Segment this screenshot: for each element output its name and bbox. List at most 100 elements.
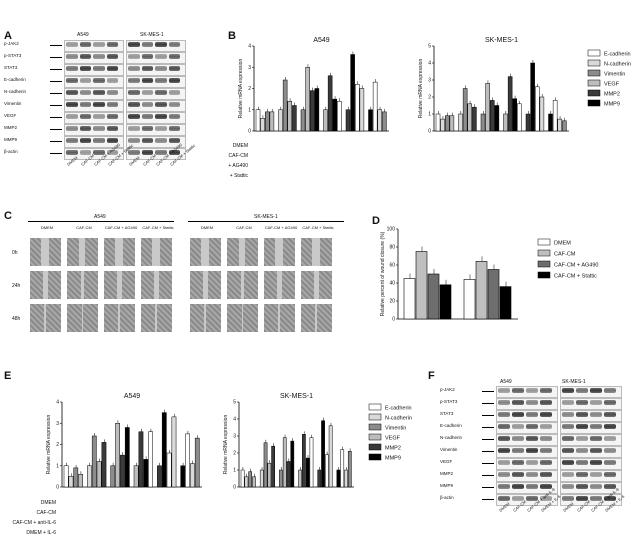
panel-d-legend-swatch-3 (537, 271, 551, 279)
blot-band-7-0-1 (512, 472, 524, 477)
blot-arrow-9 (482, 499, 494, 500)
panel-d-bar-3-1 (499, 286, 512, 320)
blot-band-4-0-1 (512, 436, 524, 441)
panel-c-wound-gap-1-0-0 (42, 271, 48, 299)
panel-b-skmes1-bar-2-0 (480, 113, 486, 132)
blot-band-2-1-1 (141, 66, 153, 71)
panel-e-legend-swatch-1 (368, 413, 382, 421)
panel-b-a549-bar-2-2 (310, 90, 315, 132)
panel-b-a549-bar-3-0 (323, 109, 328, 132)
panel-d-ytick-label-80: 80 (389, 245, 395, 251)
blot-band-9-1-3 (604, 496, 616, 501)
blot-band-8-1-2 (155, 138, 167, 143)
panel-b-a549-bar-3-1 (327, 75, 333, 132)
panel-c-micrograph-2-0-3 (141, 304, 172, 332)
blot-band-4-1-1 (576, 436, 588, 441)
panel-d-ylabel: Relative percent of wound closure (%) (380, 231, 386, 316)
panel-e-legend-label-2: Vimentin (385, 426, 406, 432)
blot-band-7-1-0 (128, 126, 140, 131)
panel-b-a549-bar-3-3 (337, 101, 342, 132)
panel-d-ytick-label-60: 60 (389, 263, 395, 269)
panel-d-legend-label-2: CAF-CM + AG490 (554, 263, 598, 269)
panel-b-legend-swatch-3 (587, 79, 601, 87)
blot-label-2: STAT3 (440, 411, 454, 416)
blot-band-7-0-1 (79, 126, 91, 131)
blot-band-9-0-2 (526, 496, 538, 501)
blot-band-6-1-3 (604, 460, 616, 465)
panel-b-a549-bar-5-0 (368, 109, 373, 132)
blot-label-5: Vimentin (4, 101, 22, 106)
panel-e-a549-ytick-label-2: 2 (56, 442, 59, 448)
panel-e-a549-bar-5-2 (190, 463, 195, 488)
blot-band-5-1-0 (128, 102, 140, 107)
panel-b-legend-label-1: N-cadherin (604, 62, 631, 68)
panel-e-skmes1-ylabel: Relative mRNA expression (223, 415, 229, 475)
blot-band-1-1-0 (562, 400, 574, 405)
blot-band-6-1-3 (168, 114, 180, 119)
panel-b-skmes1-ytick-label-0: 0 (428, 129, 431, 135)
blot-arrow-1 (482, 403, 494, 404)
blot-band-2-1-0 (128, 66, 140, 71)
blot-band-3-1-0 (562, 424, 574, 429)
panel-e-skmes1-bar-2-1 (282, 437, 287, 488)
blot-band-9-1-0 (128, 150, 140, 155)
panel-e-skmes1-bar-3-2 (305, 457, 310, 488)
panel-e-a549-bar-3-0 (133, 465, 139, 488)
panel-b-a549-ytick-label-3: 3 (248, 65, 251, 71)
panel-e-a549-ytick-label-1: 1 (56, 463, 59, 469)
blot-band-9-0-1 (79, 150, 91, 155)
panel-d-legend-label-1: CAF-CM (554, 252, 576, 258)
panel-b-row-3: CAF-CM + Stattic (228, 173, 248, 179)
blot-band-5-1-1 (576, 448, 588, 453)
panel-e-skmes1-bar-1-1 (263, 442, 268, 488)
panel-b-a549-bar-1-3 (292, 105, 297, 132)
panel-e-a549-bar-3-3 (148, 431, 153, 488)
panel-d-bar-1-1 (475, 261, 488, 320)
blot-band-1-1-3 (604, 400, 616, 405)
panel-f-letter: F (428, 370, 435, 382)
panel-b-skmes1-bar-2-3 (494, 105, 500, 132)
panel-e-a549-bar-1-2 (96, 461, 102, 488)
blot-label-8: MMP9 (440, 483, 454, 488)
blot-band-2-0-3 (106, 66, 118, 71)
panel-c-col-0-1: CAF-CM (76, 225, 92, 230)
panel-b-skmes1-ylabel: Relative mRNA expression (418, 59, 424, 119)
panel-b-a549-bar-5-2 (377, 109, 383, 132)
panel-e-a549-bar-5-0 (180, 465, 186, 488)
panel-c-micrograph-1-1-3 (301, 271, 332, 299)
panel-e-legend-swatch-2 (368, 423, 382, 431)
blot-arrow-3 (50, 81, 62, 82)
panel-c-title-2: SK-MES-1 (254, 214, 278, 220)
panel-c-micrograph-0-1-1 (227, 238, 258, 266)
panel-c-wound-gap-2-0-0 (44, 304, 46, 332)
blot-arrow-3 (482, 427, 494, 428)
panel-e-a549-bar-2-2 (120, 454, 125, 488)
panel-b-skmes1-bar-5-2 (557, 118, 563, 132)
panel-f-western-blot: p-JAK2 p-STAT3 STAT3 E-cadherin N-cadherin Vi… (440, 386, 636, 541)
blot-band-8-1-1 (576, 484, 588, 489)
blot-band-1-1-2 (590, 400, 602, 405)
blot-band-5-1-2 (155, 102, 167, 107)
panel-d-ytick-label-20: 20 (389, 299, 395, 305)
blot-band-1-1-1 (576, 400, 588, 405)
panel-e-a549-bar-0-1 (68, 476, 74, 488)
panel-b-a549-bar-3-2 (332, 98, 338, 132)
panel-b-skmes1-title: SK-MES-1 (485, 37, 518, 44)
panel-c-micrograph-0-1-2 (264, 238, 295, 266)
panel-c-col-0-0: DMEM (40, 225, 54, 230)
blot-band-6-1-1 (576, 460, 588, 465)
blot-band-5-0-3 (106, 102, 118, 107)
blot-band-5-0-0 (66, 102, 78, 107)
blot-band-7-0-2 (526, 472, 538, 477)
panel-e-row-3: DMEM + IL-6 (26, 530, 56, 536)
panel-d-ytick-label-100: 100 (387, 227, 396, 233)
panel-e-a549-ytick-label-4: 4 (56, 400, 59, 406)
panel-b-skmes1-bar-4-2 (535, 86, 540, 132)
panel-e-legend-label-5: MMP9 (385, 456, 401, 462)
blot-band-2-1-0 (562, 412, 574, 417)
panel-b-a549-bar-1-2 (287, 101, 293, 132)
panel-e-chart: 0 1 2 3 4 A549 Relative mRNA expression 0 1 2 3 4 5 S… (13, 393, 412, 536)
panel-c-wound-gap-1-1-0 (202, 271, 208, 299)
panel-c-wound-gap-1-1-3 (313, 271, 319, 299)
